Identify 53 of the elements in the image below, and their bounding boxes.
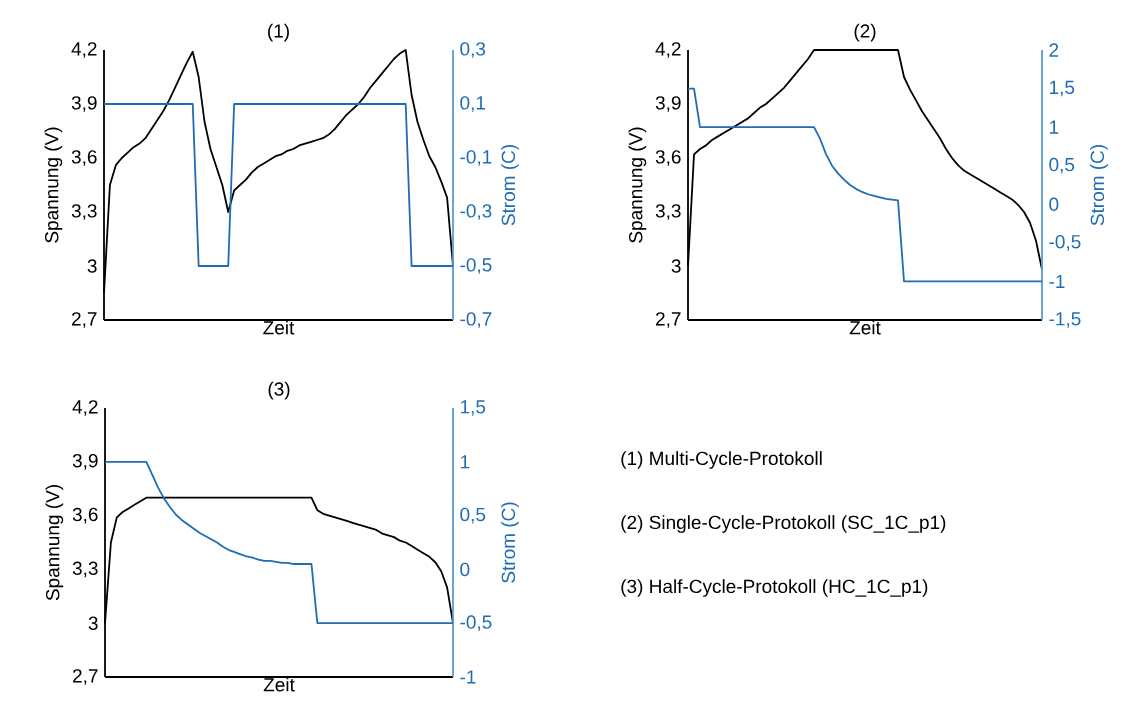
text: (2) Single-Cycle-Protokoll (SC_1C_p1) [621, 515, 946, 533]
chart-title: (2) [854, 23, 876, 42]
y-tick-label: 3,3 [71, 204, 97, 220]
y-tick-label: 4,2 [655, 42, 681, 58]
text: (3) Half-Cycle-Protokoll (HC_1C_p1) [621, 579, 928, 597]
y-tick-label: 3 [88, 616, 98, 630]
y-axis-title: Spannung (V) [45, 485, 64, 601]
x-axis-title: Zeit [849, 320, 881, 335]
y2-tick-label: 0,5 [460, 507, 486, 524]
y-tick-label: 3,9 [655, 96, 681, 112]
y2-axis-title: Strom (C) [1090, 145, 1108, 226]
y2-tick-label: -0,3 [460, 204, 492, 220]
y2-tick-label: 1 [1049, 120, 1059, 134]
y2-tick-label: 0,1 [460, 96, 486, 112]
chart-title: (1) [268, 23, 289, 42]
chart-title: (3) [268, 381, 290, 400]
y2-tick-label: 0,3 [460, 42, 486, 58]
y-tick-label: 3,6 [72, 507, 98, 524]
y2-tick-label: 0 [460, 562, 470, 577]
y2-axis-title: Strom (C) [501, 502, 519, 583]
y2-tick-label: 2 [1049, 43, 1059, 57]
y2-tick-label: -0,5 [460, 615, 492, 632]
y2-axis-title: Strom (C) [501, 145, 519, 226]
y2-tick-label: 0,5 [1049, 157, 1075, 174]
y2-tick-label: -0,5 [460, 258, 492, 274]
y2-tick-label: -1 [460, 670, 476, 684]
y-tick-label: 3,3 [655, 204, 681, 220]
y-tick-label: 3,3 [72, 561, 98, 578]
y2-tick-label: -1,5 [1049, 312, 1081, 328]
y-tick-label: 3,9 [71, 96, 97, 112]
y-tick-label: 2,7 [73, 669, 98, 685]
y2-tick-label: -0,1 [460, 150, 492, 166]
text: (1) Multi-Cycle-Protokoll [621, 451, 822, 469]
y-tick-label: 3,6 [71, 150, 97, 166]
y2-tick-label: 0 [1049, 197, 1059, 212]
y2-tick-label: 1 [460, 455, 470, 469]
x-axis-title: Zeit [263, 677, 295, 692]
y2-tick-label: -0,7 [460, 312, 492, 328]
x-axis-title: Zeit [263, 320, 295, 335]
y2-tick-label: 1,5 [1049, 80, 1075, 97]
y-tick-label: 3 [671, 259, 681, 273]
y-tick-label: 3 [87, 259, 97, 273]
y-tick-label: 2,7 [656, 312, 681, 328]
y-axis-title: Spannung (V) [44, 127, 63, 243]
y2-tick-label: 1,5 [460, 400, 486, 416]
y-tick-label: 4,2 [71, 42, 97, 58]
y-tick-label: 2,7 [72, 312, 97, 328]
y-tick-label: 3,9 [72, 453, 98, 470]
y-tick-label: 4,2 [72, 400, 98, 416]
y2-tick-label: -1 [1049, 274, 1065, 288]
y-tick-label: 3,6 [655, 150, 681, 166]
y2-tick-label: -0,5 [1049, 235, 1081, 251]
y-axis-title: Spannung (V) [628, 127, 647, 243]
